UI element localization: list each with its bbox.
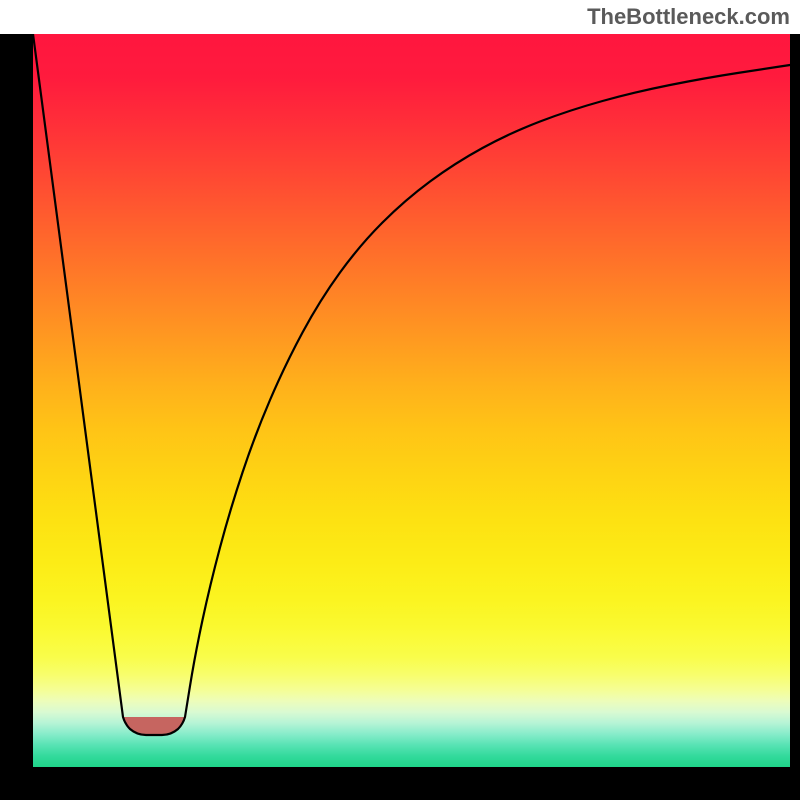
bottleneck-chart	[0, 0, 800, 800]
plot-background	[33, 34, 790, 767]
chart-container: TheBottleneck.com	[0, 0, 800, 800]
attribution-text: TheBottleneck.com	[587, 4, 790, 30]
